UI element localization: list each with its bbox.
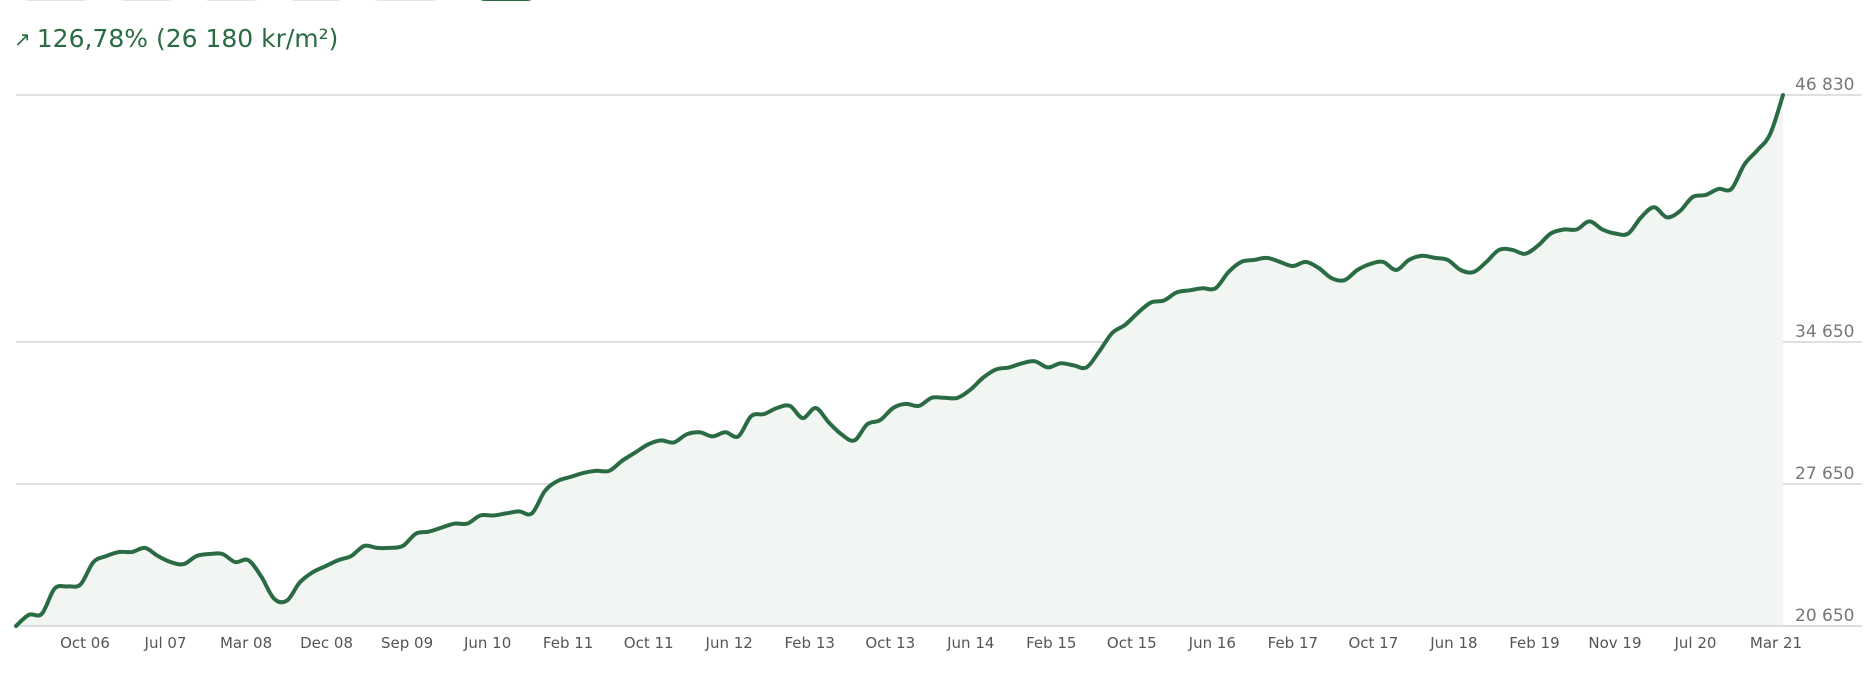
x-tick-label: Jun 10 (463, 634, 511, 652)
x-tick-label: Jul 20 (1673, 634, 1716, 652)
area-fill (16, 95, 1783, 626)
x-tick-label: Feb 11 (543, 634, 593, 652)
x-tick-label: Feb 19 (1509, 634, 1559, 652)
period-tabs (0, 0, 1873, 2)
x-tick-label: Oct 17 (1348, 634, 1398, 652)
x-tick-label: Nov 19 (1588, 634, 1641, 652)
y-tick-label: 46 830 (1795, 75, 1854, 95)
x-tick-label: Feb 17 (1268, 634, 1318, 652)
price-change: ↗ 126,78% (26 180 kr/m²) (14, 24, 338, 53)
x-tick-label: Jul 07 (144, 634, 187, 652)
x-tick-label: Feb 15 (1026, 634, 1076, 652)
x-tick-label: Oct 11 (624, 634, 674, 652)
arrow-up-right-icon: ↗ (14, 26, 31, 51)
x-tick-label: Dec 08 (300, 634, 353, 652)
y-tick-label: 27 650 (1795, 464, 1854, 484)
x-tick-label: Mar 08 (220, 634, 272, 652)
x-tick-label: Feb 13 (785, 634, 835, 652)
x-tick-label: Oct 06 (60, 634, 110, 652)
price-change-text: 126,78% (26 180 kr/m²) (36, 24, 339, 53)
y-tick-label: 34 650 (1795, 322, 1854, 342)
y-tick-label: 20 650 (1795, 606, 1854, 626)
x-tick-label: Jun 16 (1188, 634, 1236, 652)
x-tick-label: Jun 12 (705, 634, 753, 652)
x-tick-label: Mar 21 (1750, 634, 1802, 652)
x-tick-label: Jun 18 (1429, 634, 1477, 652)
price-series-line[interactable] (14, 93, 1785, 628)
x-tick-label: Jun 14 (946, 634, 994, 652)
x-tick-label: Oct 13 (865, 634, 915, 652)
x-tick-label: Oct 15 (1107, 634, 1157, 652)
x-tick-label: Sep 09 (381, 634, 433, 652)
